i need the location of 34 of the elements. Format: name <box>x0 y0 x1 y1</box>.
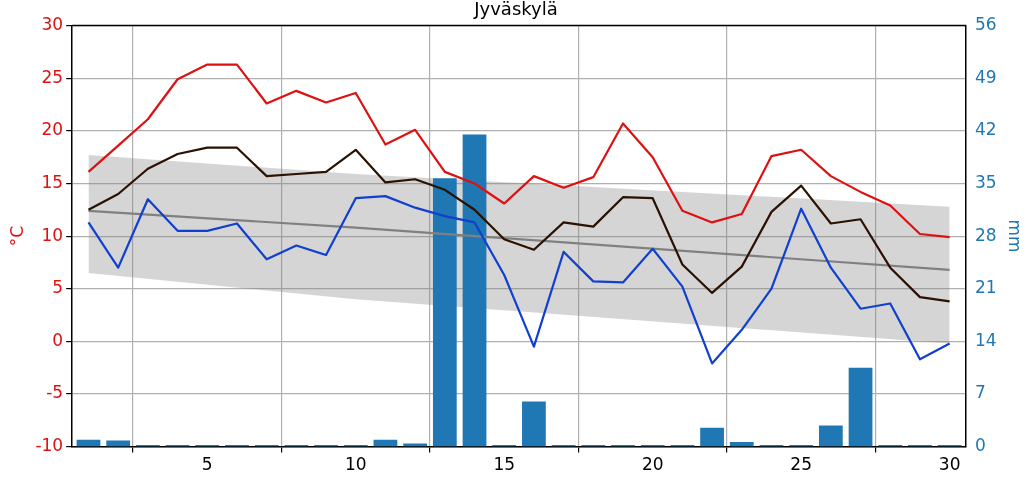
chart-title: Jyväskylä <box>473 0 558 20</box>
y-tick-label: 30 <box>41 14 64 35</box>
y-tick-label: 20 <box>41 119 64 140</box>
x-tick-label: 30 <box>938 454 961 475</box>
bar <box>462 134 487 447</box>
bar <box>729 442 754 447</box>
bar <box>522 401 546 447</box>
y2-tick-label: 7 <box>974 382 986 403</box>
bar <box>848 367 873 447</box>
bar <box>432 178 457 447</box>
y2-tick-label: 35 <box>974 171 997 192</box>
y-tick-label: -5 <box>46 382 64 403</box>
y-tick-label: 25 <box>41 66 64 87</box>
x-tick-label: 25 <box>790 454 812 475</box>
bar <box>700 427 724 447</box>
y2-tick-label: 49 <box>974 66 997 87</box>
x-tick-label: 20 <box>641 454 664 475</box>
y2-tick-label: 14 <box>974 329 997 350</box>
y-tick-label: 10 <box>41 224 64 245</box>
y2-tick-label: 28 <box>974 224 997 245</box>
y-tick-label: -10 <box>35 435 64 456</box>
bar <box>818 425 843 447</box>
y-axis-title: °C <box>6 225 27 247</box>
x-tick-label: 15 <box>493 454 516 475</box>
y-tick-label: 0 <box>52 329 64 350</box>
y2-axis-title: mm <box>1005 219 1026 253</box>
y2-tick-label: 42 <box>974 119 997 140</box>
y2-tick-label: 0 <box>974 435 986 456</box>
y-tick-label: 15 <box>41 171 64 192</box>
y2-tick-label: 21 <box>974 277 997 298</box>
x-tick-label: 10 <box>344 454 367 475</box>
x-tick-label: 5 <box>201 454 213 475</box>
y2-tick-label: 56 <box>974 14 997 35</box>
y-tick-label: 5 <box>52 277 64 298</box>
